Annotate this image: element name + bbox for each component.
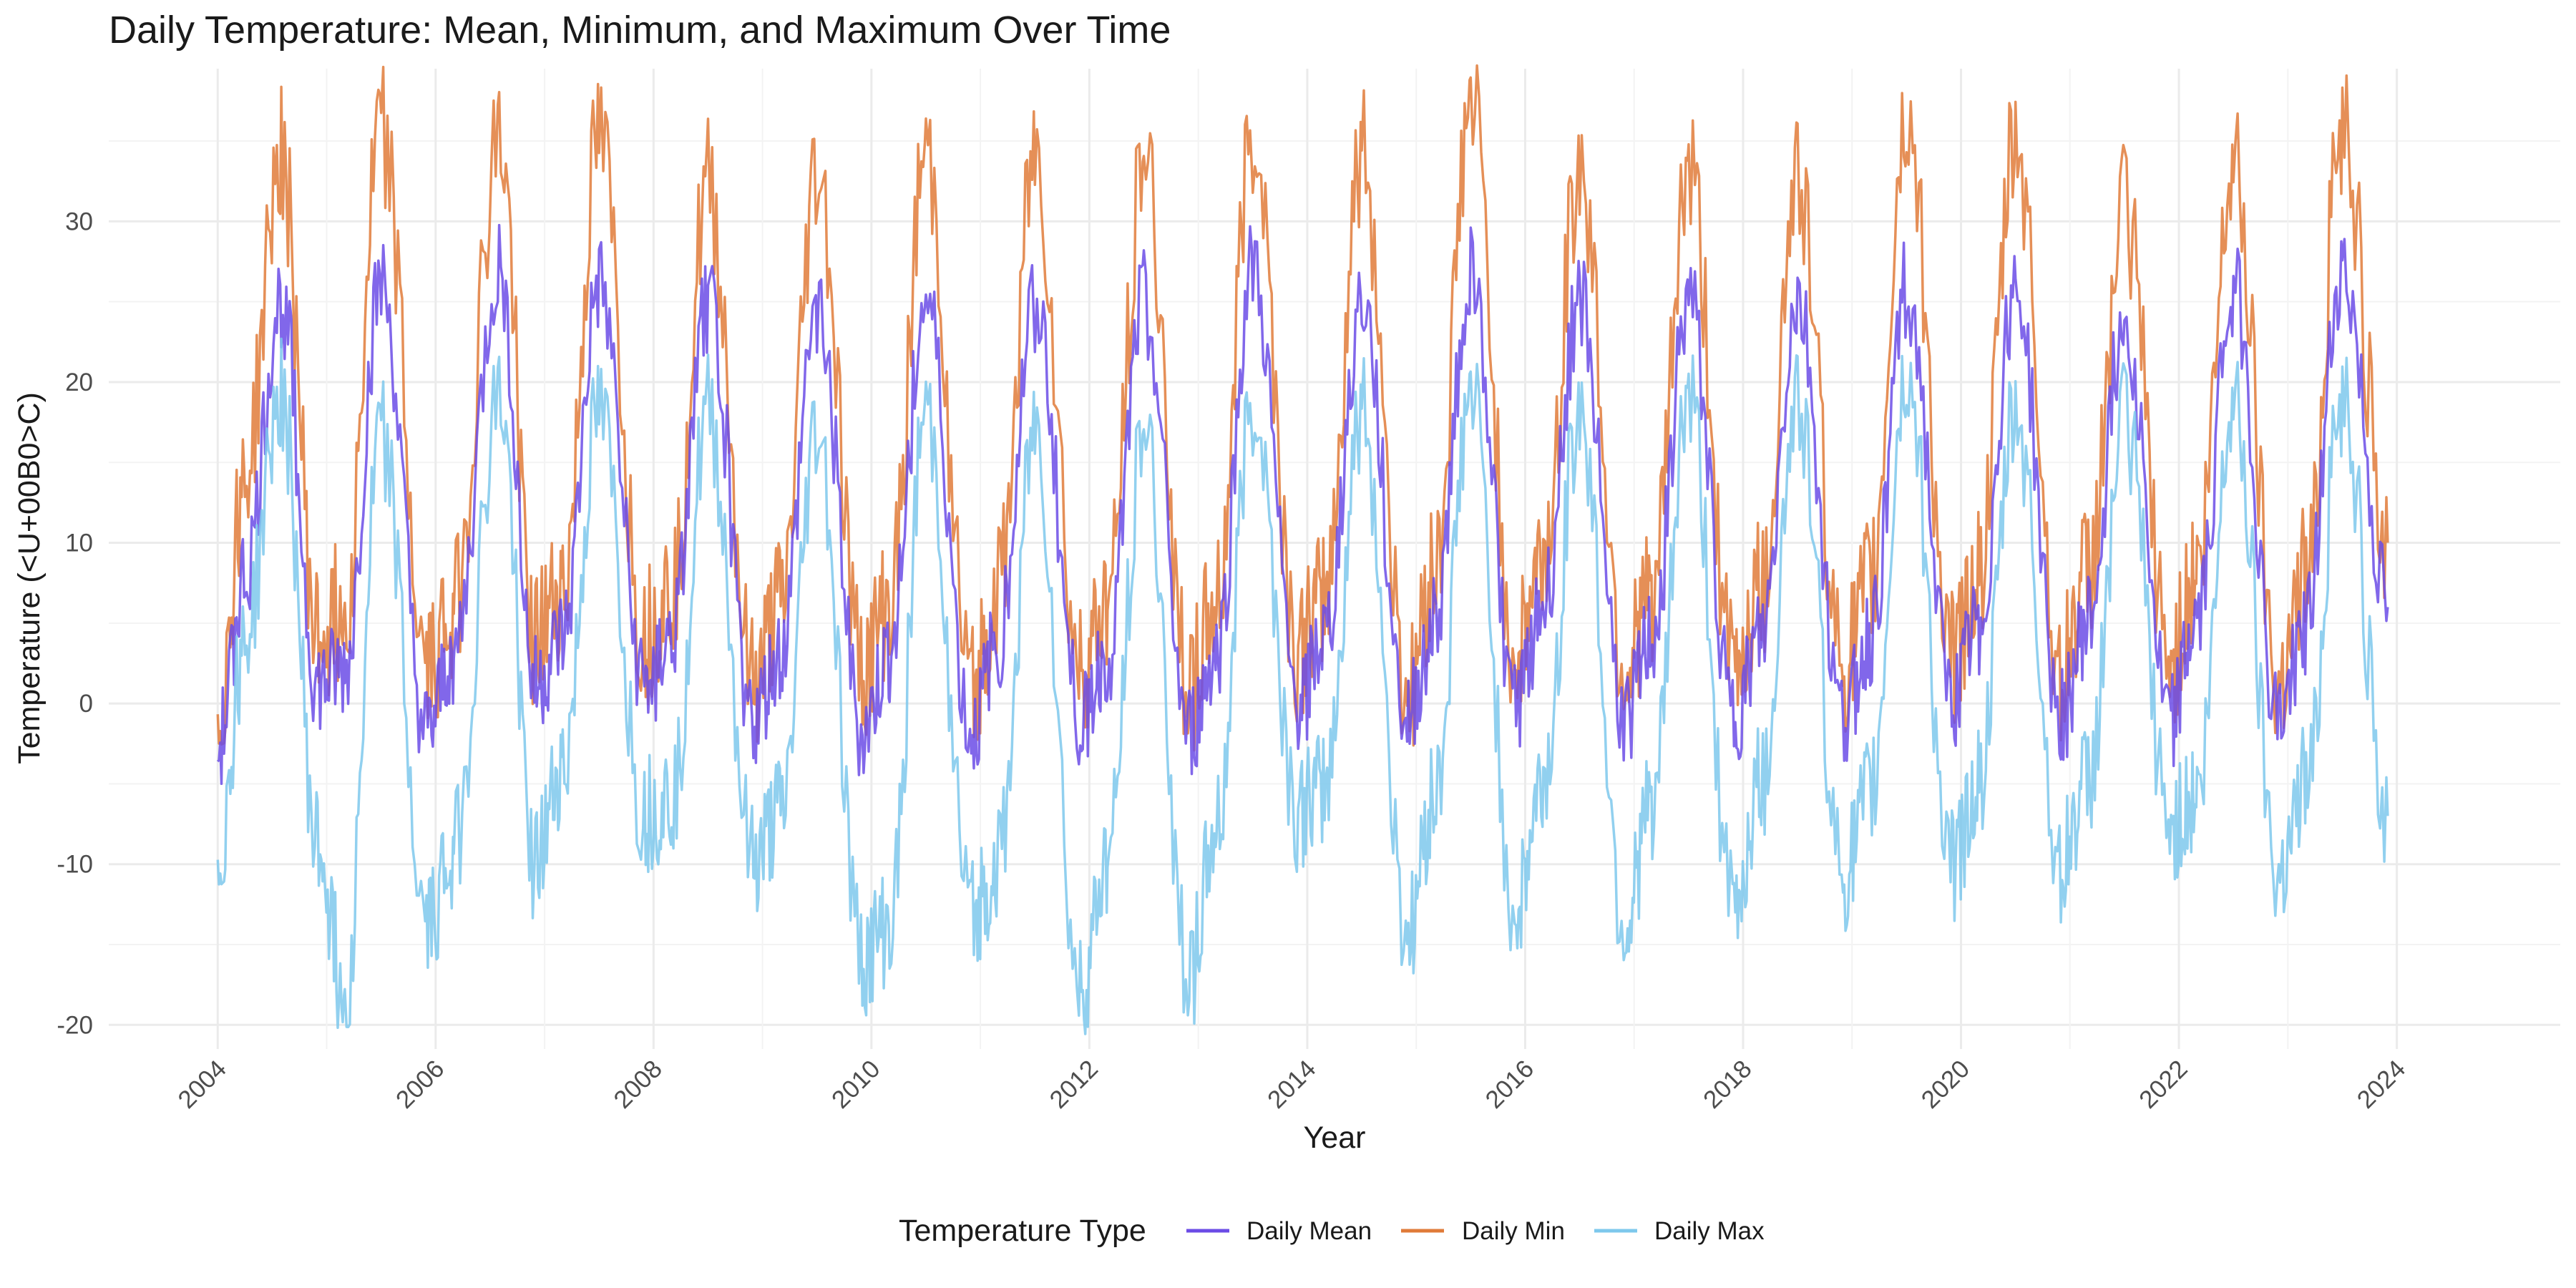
series-line-daily-min	[216, 64, 2389, 752]
y-tick-label: 0	[79, 690, 93, 718]
x-tick-label: 2020	[1916, 1055, 1976, 1114]
x-tick-label: 2012	[1044, 1055, 1103, 1114]
series-layer	[216, 64, 2389, 1035]
series-line-daily-mean	[216, 223, 2389, 786]
legend: Temperature Type Daily Mean Daily Min Da…	[899, 1214, 1765, 1248]
x-tick-label: 2006	[391, 1055, 450, 1114]
x-tick-label: 2016	[1480, 1055, 1539, 1114]
legend-label-daily-max: Daily Max	[1654, 1217, 1765, 1245]
x-axis-ticks: 2004 2006 2008 2010 2012 2014 2016 2018 2020 2022…	[172, 1055, 2411, 1114]
y-tick-label: 10	[65, 530, 93, 557]
x-tick-label: 2008	[608, 1055, 668, 1114]
y-tick-label: 20	[65, 369, 93, 396]
legend-label-daily-min: Daily Min	[1462, 1217, 1565, 1245]
x-tick-label: 2004	[172, 1055, 232, 1114]
x-tick-label: 2018	[1698, 1055, 1757, 1114]
y-tick-label: 30	[65, 208, 93, 235]
chart-title: Daily Temperature: Mean, Minimum, and Ma…	[109, 9, 1171, 52]
legend-title: Temperature Type	[899, 1214, 1146, 1248]
x-tick-label: 2010	[826, 1055, 886, 1114]
x-tick-label: 2014	[1262, 1055, 1322, 1114]
y-tick-label: -10	[57, 851, 93, 879]
x-tick-label: 2022	[2134, 1055, 2193, 1114]
y-axis-ticks: -20 -10 0 10 20 30	[57, 208, 93, 1039]
y-axis-title: Temperature (<U+00B0>C)	[12, 392, 47, 764]
series-line-daily-max	[216, 337, 2389, 1035]
x-axis-title: Year	[1304, 1121, 1366, 1155]
legend-label-daily-mean: Daily Mean	[1246, 1217, 1372, 1245]
x-tick-label: 2024	[2352, 1055, 2411, 1114]
y-tick-label: -20	[57, 1011, 93, 1039]
